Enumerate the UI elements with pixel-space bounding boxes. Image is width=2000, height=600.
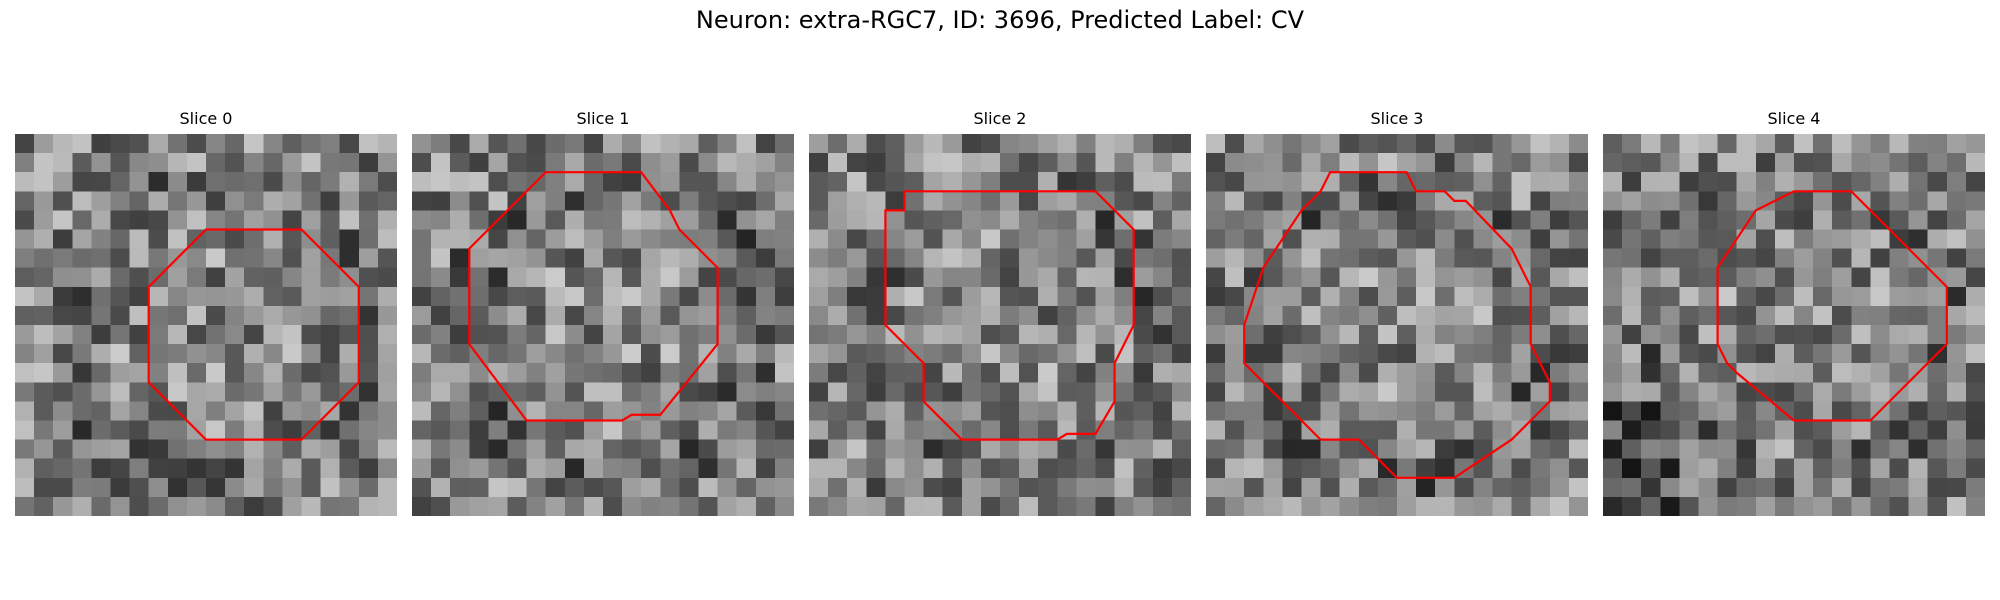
roi-contour-4 xyxy=(1603,134,1985,516)
roi-contour-line xyxy=(1718,191,1947,420)
slice-image-frame-0 xyxy=(15,134,397,516)
figure-title: Neuron: extra-RGC7, ID: 3696, Predicted … xyxy=(695,6,1305,34)
roi-contour-line xyxy=(1244,172,1550,478)
roi-contour-3 xyxy=(1206,134,1588,516)
roi-contour-line xyxy=(469,172,717,420)
slice-panel-0: Slice 0 xyxy=(15,108,397,516)
roi-contour-1 xyxy=(412,134,794,516)
slice-panel-3: Slice 3 xyxy=(1206,108,1588,516)
slice-image-3 xyxy=(1206,134,1588,516)
slice-image-frame-4 xyxy=(1603,134,1985,516)
slice-title-3: Slice 3 xyxy=(1370,109,1424,128)
slice-title-4: Slice 4 xyxy=(1767,109,1821,128)
slice-image-4 xyxy=(1603,134,1985,516)
slice-panel-4: Slice 4 xyxy=(1603,108,1985,516)
slice-image-1 xyxy=(412,134,794,516)
roi-contour-line xyxy=(149,230,359,440)
roi-contour-line xyxy=(885,191,1133,439)
roi-contour-0 xyxy=(15,134,397,516)
slice-image-frame-3 xyxy=(1206,134,1588,516)
slice-image-frame-1 xyxy=(412,134,794,516)
slice-image-0 xyxy=(15,134,397,516)
slice-title-2: Slice 2 xyxy=(973,109,1027,128)
slice-image-frame-2 xyxy=(809,134,1191,516)
slice-title-1: Slice 1 xyxy=(576,109,630,128)
slice-title-0: Slice 0 xyxy=(179,109,233,128)
slice-panel-1: Slice 1 xyxy=(412,108,794,516)
roi-contour-2 xyxy=(809,134,1191,516)
slice-image-2 xyxy=(809,134,1191,516)
slice-panel-2: Slice 2 xyxy=(809,108,1191,516)
